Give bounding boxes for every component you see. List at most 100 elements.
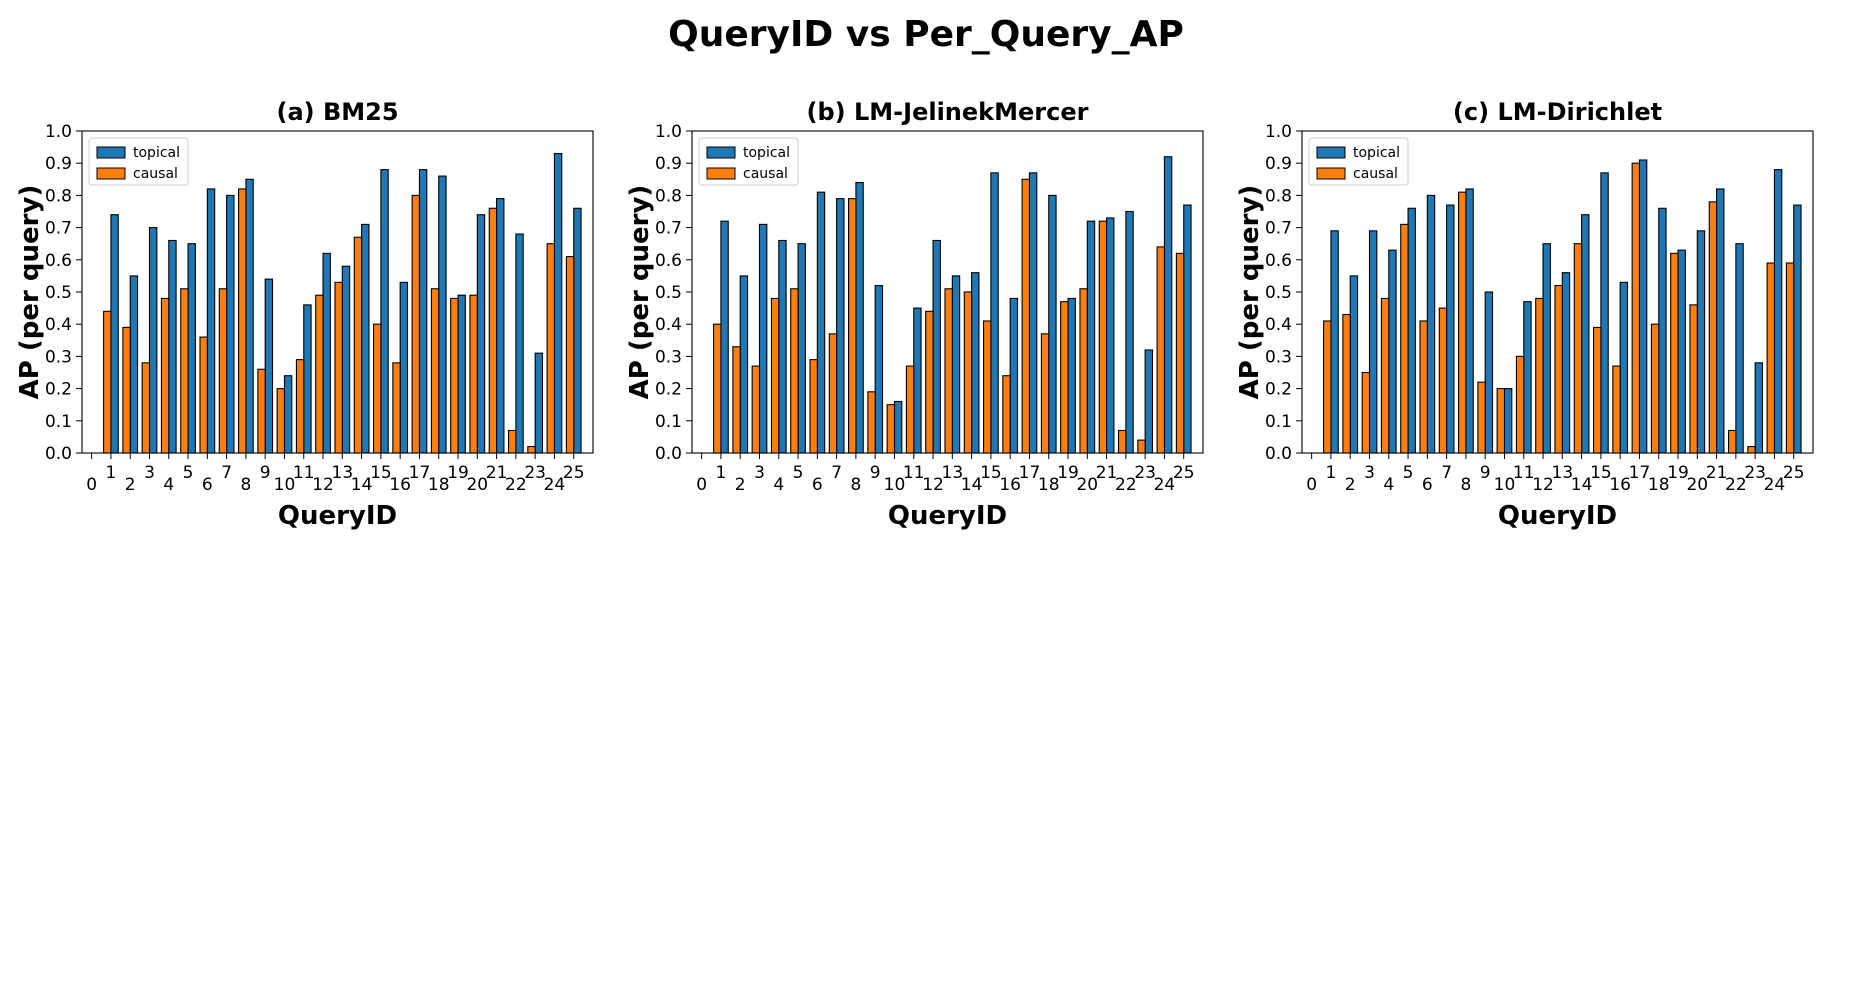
bars-group bbox=[1323, 159, 1802, 454]
x-tick-label: 5 bbox=[183, 463, 194, 483]
bar-topical-q6 bbox=[206, 188, 216, 454]
x-tick-label: 14 bbox=[961, 475, 983, 495]
bar-topical-q1 bbox=[720, 220, 729, 454]
chart-panel-2: (b) LM-JelinekMercer0.00.10.20.30.40.50.… bbox=[625, 98, 1204, 531]
x-tick-label: 12 bbox=[922, 475, 944, 495]
bar-causal-q19 bbox=[1670, 252, 1679, 454]
x-tick-label: 20 bbox=[466, 475, 488, 495]
x-tick-label: 10 bbox=[884, 475, 906, 495]
bar-topical-q3 bbox=[758, 223, 768, 454]
y-tick-label: 0.4 bbox=[655, 315, 682, 335]
x-ticks: 0123456789101112131415161718192021222324… bbox=[1306, 453, 1805, 495]
bar-topical-q10 bbox=[893, 400, 903, 454]
bar-causal-q18 bbox=[1040, 333, 1050, 454]
x-tick-label: 11 bbox=[903, 463, 925, 483]
x-tick-label: 6 bbox=[812, 475, 823, 495]
legend-swatch-causal bbox=[706, 167, 736, 180]
x-tick-label: 22 bbox=[505, 475, 527, 495]
x-tick-label: 16 bbox=[389, 475, 411, 495]
bar-topical-q21 bbox=[1106, 217, 1115, 454]
bar-causal-q17 bbox=[1631, 162, 1641, 454]
bar-causal-q5 bbox=[1400, 223, 1409, 454]
y-tick-label: 0.1 bbox=[45, 412, 72, 432]
x-tick-label: 3 bbox=[754, 463, 765, 483]
bar-topical-q5 bbox=[797, 243, 806, 454]
y-tick-label: 0.9 bbox=[45, 154, 72, 174]
bar-causal-q14 bbox=[963, 291, 973, 454]
x-tick-label: 4 bbox=[1383, 475, 1394, 495]
bar-causal-q25 bbox=[1175, 252, 1185, 454]
legend-label-causal: causal bbox=[1353, 166, 1398, 182]
bar-causal-q12 bbox=[315, 294, 324, 454]
x-tick-label: 2 bbox=[1345, 475, 1356, 495]
bar-topical-q11 bbox=[303, 304, 312, 454]
chart-panel-3: (c) LM-Dirichlet 0.0 0.1 0.2 0.3 0.4 0.5 0.6 0.7… bbox=[1235, 98, 1814, 531]
x-tick-label: 19 bbox=[447, 463, 469, 483]
bar-causal-q23 bbox=[527, 446, 536, 454]
bar-topical-q7 bbox=[1446, 204, 1455, 454]
x-tick-label: 17 bbox=[1629, 463, 1651, 483]
bar-topical-q12 bbox=[322, 252, 331, 454]
bar-causal-q4 bbox=[770, 297, 780, 454]
bar-causal-q15 bbox=[983, 320, 992, 454]
bar-causal-q24 bbox=[1766, 262, 1775, 454]
bar-causal-q11 bbox=[905, 365, 915, 454]
bar-causal-q12 bbox=[925, 310, 934, 454]
bar-causal-q7 bbox=[1438, 307, 1448, 454]
bar-topical-q25 bbox=[1183, 204, 1192, 454]
bar-causal-q17 bbox=[1021, 178, 1031, 454]
bar-topical-q11 bbox=[913, 307, 922, 454]
bar-topical-q6 bbox=[1426, 194, 1436, 454]
x-tick-label: 24 bbox=[1154, 475, 1176, 495]
bar-causal-q9 bbox=[1477, 381, 1486, 454]
x-ticks: 0123456789101112131415161718192021222324… bbox=[696, 453, 1195, 495]
bar-topical-q16 bbox=[1619, 281, 1629, 454]
x-tick-label: 0 bbox=[86, 475, 97, 495]
bar-causal-q11 bbox=[1515, 355, 1525, 454]
bar-causal-q2 bbox=[122, 326, 131, 454]
bar-causal-q19 bbox=[1060, 301, 1069, 454]
y-tick-label: 0.0 bbox=[45, 444, 72, 464]
x-tick-label: 23 bbox=[1134, 463, 1156, 483]
x-tick-label: 14 bbox=[351, 475, 373, 495]
bar-topical-q3 bbox=[1368, 230, 1378, 454]
x-tick-label: 6 bbox=[1422, 475, 1433, 495]
bar-causal-q5 bbox=[790, 288, 799, 454]
bar-causal-q3 bbox=[1361, 371, 1371, 454]
x-tick-label: 11 bbox=[1513, 463, 1535, 483]
bar-topical-q15 bbox=[1600, 172, 1609, 454]
bar-causal-q12 bbox=[1535, 297, 1544, 454]
bar-causal-q21 bbox=[1708, 201, 1718, 454]
bar-topical-q2 bbox=[129, 275, 139, 454]
panel-title: (b) LM-JelinekMercer bbox=[807, 98, 1089, 126]
x-tick-label: 9 bbox=[870, 463, 881, 483]
bar-topical-q13 bbox=[1561, 272, 1571, 454]
x-tick-label: 25 bbox=[1173, 463, 1195, 483]
x-tick-label: 16 bbox=[999, 475, 1021, 495]
x-tick-label: 2 bbox=[735, 475, 746, 495]
bar-causal-q1 bbox=[103, 310, 112, 454]
x-tick-label: 1 bbox=[716, 463, 727, 483]
bar-topical-q25 bbox=[573, 207, 582, 454]
bar-causal-q8 bbox=[1458, 191, 1467, 454]
bar-topical-q23 bbox=[534, 352, 544, 454]
y-axis-label: AP (per query) bbox=[1235, 185, 1265, 400]
x-tick-label: 7 bbox=[221, 463, 232, 483]
x-tick-label: 20 bbox=[1076, 475, 1098, 495]
bar-causal-q3 bbox=[141, 362, 151, 454]
bar-topical-q6 bbox=[816, 191, 826, 454]
bar-causal-q7 bbox=[218, 288, 228, 454]
bar-causal-q16 bbox=[1612, 365, 1621, 454]
bar-causal-q23 bbox=[1137, 439, 1146, 454]
bar-topical-q14 bbox=[1581, 214, 1590, 454]
bar-causal-q11 bbox=[295, 359, 305, 454]
bar-causal-q13 bbox=[334, 281, 343, 454]
bar-causal-q21 bbox=[488, 207, 498, 454]
bar-topical-q15 bbox=[380, 169, 389, 454]
x-tick-label: 10 bbox=[274, 475, 296, 495]
y-tick-label: 0.2 bbox=[45, 380, 72, 400]
bar-topical-q10 bbox=[1503, 388, 1513, 454]
legend: topical causal bbox=[88, 137, 189, 186]
bar-topical-q17 bbox=[418, 169, 428, 454]
x-tick-label: 16 bbox=[1609, 475, 1631, 495]
